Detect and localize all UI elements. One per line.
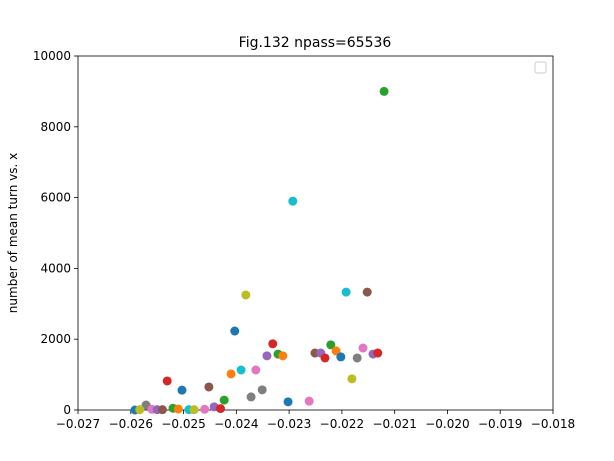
x-tick-label: −0.018 — [531, 417, 575, 431]
x-tick-label: −0.024 — [214, 417, 258, 431]
y-tick-label: 6000 — [40, 191, 71, 205]
point — [230, 326, 240, 336]
point — [204, 382, 214, 392]
point — [173, 404, 183, 414]
y-tick-label: 4000 — [40, 261, 71, 275]
point — [200, 404, 210, 414]
point — [352, 353, 362, 363]
point — [288, 196, 298, 206]
x-tick-label: −0.026 — [109, 417, 153, 431]
point — [331, 346, 341, 356]
point — [241, 290, 251, 300]
point — [373, 348, 383, 358]
y-tick-label: 2000 — [40, 332, 71, 346]
point — [341, 287, 351, 297]
point — [226, 369, 236, 379]
point — [251, 365, 261, 375]
point — [362, 287, 372, 297]
y-tick-label: 10000 — [33, 49, 71, 63]
y-tick-label: 0 — [63, 403, 71, 417]
point — [278, 351, 288, 361]
point — [162, 376, 172, 386]
point — [189, 405, 199, 415]
point — [358, 343, 368, 353]
point — [336, 352, 346, 362]
x-tick-label: −0.021 — [372, 417, 416, 431]
x-tick-label: −0.020 — [425, 417, 469, 431]
point — [135, 405, 145, 415]
legend — [534, 61, 547, 74]
x-tick-label: −0.027 — [56, 417, 100, 431]
x-tick-label: −0.023 — [267, 417, 311, 431]
point — [347, 374, 357, 384]
point — [177, 385, 187, 395]
point — [236, 365, 246, 375]
point — [219, 395, 229, 405]
point — [283, 397, 293, 407]
x-tick-label: −0.019 — [478, 417, 522, 431]
point — [246, 392, 256, 402]
point — [216, 404, 225, 414]
y-tick-label: 8000 — [40, 120, 71, 134]
point — [257, 385, 267, 395]
x-tick-label: −0.025 — [161, 417, 205, 431]
point — [304, 396, 314, 406]
point — [326, 340, 336, 350]
y-axis-label: number of mean turn vs. x — [6, 153, 20, 313]
point — [320, 353, 330, 363]
point — [379, 86, 389, 96]
x-tick-label: −0.022 — [320, 417, 364, 431]
plot-frame — [77, 55, 554, 411]
point — [268, 339, 278, 349]
chart-title: Fig.132 npass=65536 — [239, 35, 392, 51]
point — [262, 351, 272, 361]
point — [157, 405, 167, 415]
